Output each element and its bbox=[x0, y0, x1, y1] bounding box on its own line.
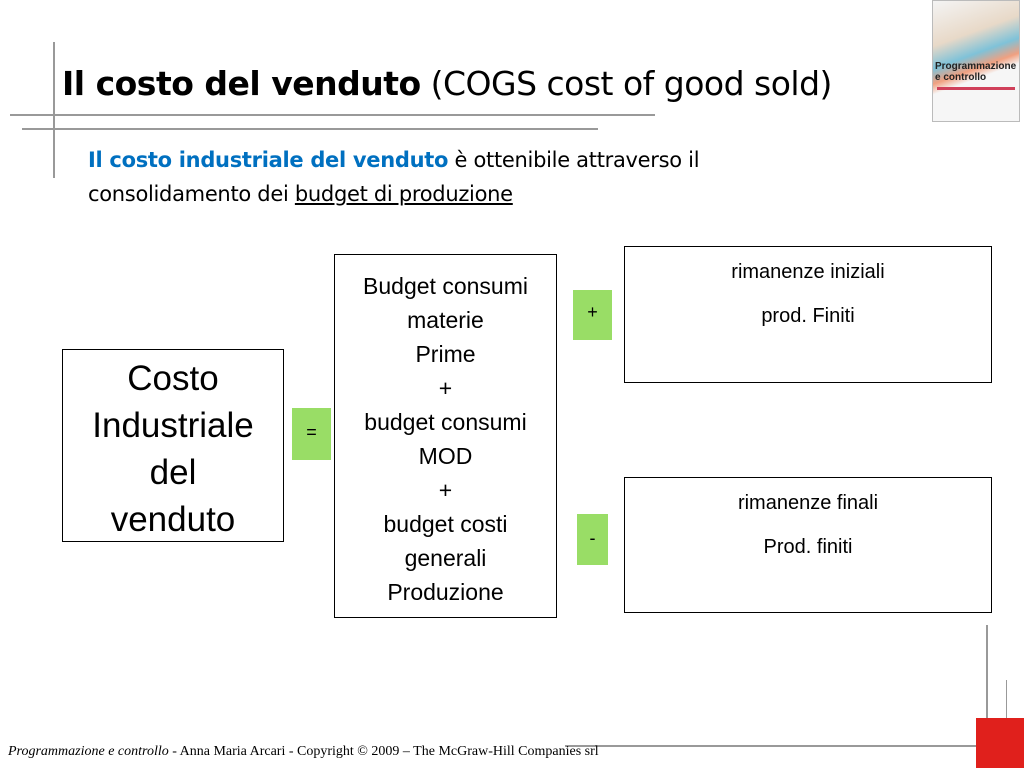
box-line: + bbox=[438, 477, 453, 503]
box-line: MOD bbox=[418, 443, 473, 469]
cover-bar bbox=[937, 87, 1015, 90]
footer: Programmazione e controllo - Anna Maria … bbox=[8, 744, 599, 760]
cover-title: Programmazione e controllo bbox=[935, 61, 1017, 83]
subtitle-underlined: budget di produzione bbox=[294, 182, 513, 206]
box-line: venduto bbox=[110, 500, 236, 539]
box-line: Costo bbox=[127, 359, 219, 398]
footer-book: Programmazione e controllo bbox=[8, 744, 169, 759]
box-line: del bbox=[149, 453, 197, 492]
box-line: budget costi bbox=[383, 511, 508, 537]
footer-hline bbox=[565, 745, 987, 747]
box-line: budget consumi bbox=[364, 409, 527, 435]
plus-sign: + bbox=[573, 290, 612, 340]
slide-title: Il costo del venduto (COGS cost of good … bbox=[62, 64, 832, 103]
box-line: generali bbox=[404, 545, 487, 571]
subtitle-highlight: Il costo industriale del venduto bbox=[88, 148, 449, 172]
rimanenze-iniziali-box: rimanenze iniziali prod. Finiti bbox=[624, 246, 992, 383]
box-line: materie bbox=[407, 307, 484, 333]
book-cover-image: Programmazione e controllo bbox=[932, 0, 1020, 122]
box-line: + bbox=[438, 375, 453, 401]
box-line: Produzione bbox=[387, 579, 504, 605]
footer-text: - Anna Maria Arcari - Copyright © 2009 –… bbox=[168, 744, 599, 759]
minus-sign: - bbox=[577, 514, 608, 565]
box-line: rimanenze iniziali bbox=[731, 261, 885, 283]
footer-vline bbox=[986, 625, 988, 745]
costo-industriale-box: Costo Industriale del venduto bbox=[62, 349, 284, 542]
budget-box: Budget consumi materie Prime + budget co… bbox=[334, 254, 557, 618]
subtitle-text: consolidamento dei bbox=[88, 182, 295, 206]
box-line: rimanenze finali bbox=[737, 492, 879, 514]
equals-sign: = bbox=[292, 408, 331, 460]
subtitle: Il costo industriale del venduto è otten… bbox=[88, 143, 700, 211]
deco-hline bbox=[10, 114, 655, 116]
title-bold: Il costo del venduto bbox=[62, 64, 421, 103]
box-line: Industriale bbox=[92, 406, 254, 445]
rimanenze-finali-box: rimanenze finali Prod. finiti bbox=[624, 477, 992, 613]
title-rest: (COGS cost of good sold) bbox=[420, 64, 833, 103]
deco-vline bbox=[53, 42, 55, 178]
box-line: Prime bbox=[415, 341, 476, 367]
box-line: Prod. finiti bbox=[763, 536, 853, 558]
deco-hline bbox=[22, 128, 598, 130]
box-line: Budget consumi bbox=[363, 273, 528, 299]
box-line: prod. Finiti bbox=[761, 305, 855, 327]
subtitle-text: è ottenibile attraverso il bbox=[448, 148, 700, 172]
mcgraw-hill-logo bbox=[976, 718, 1024, 768]
footer-vline bbox=[1006, 680, 1007, 720]
